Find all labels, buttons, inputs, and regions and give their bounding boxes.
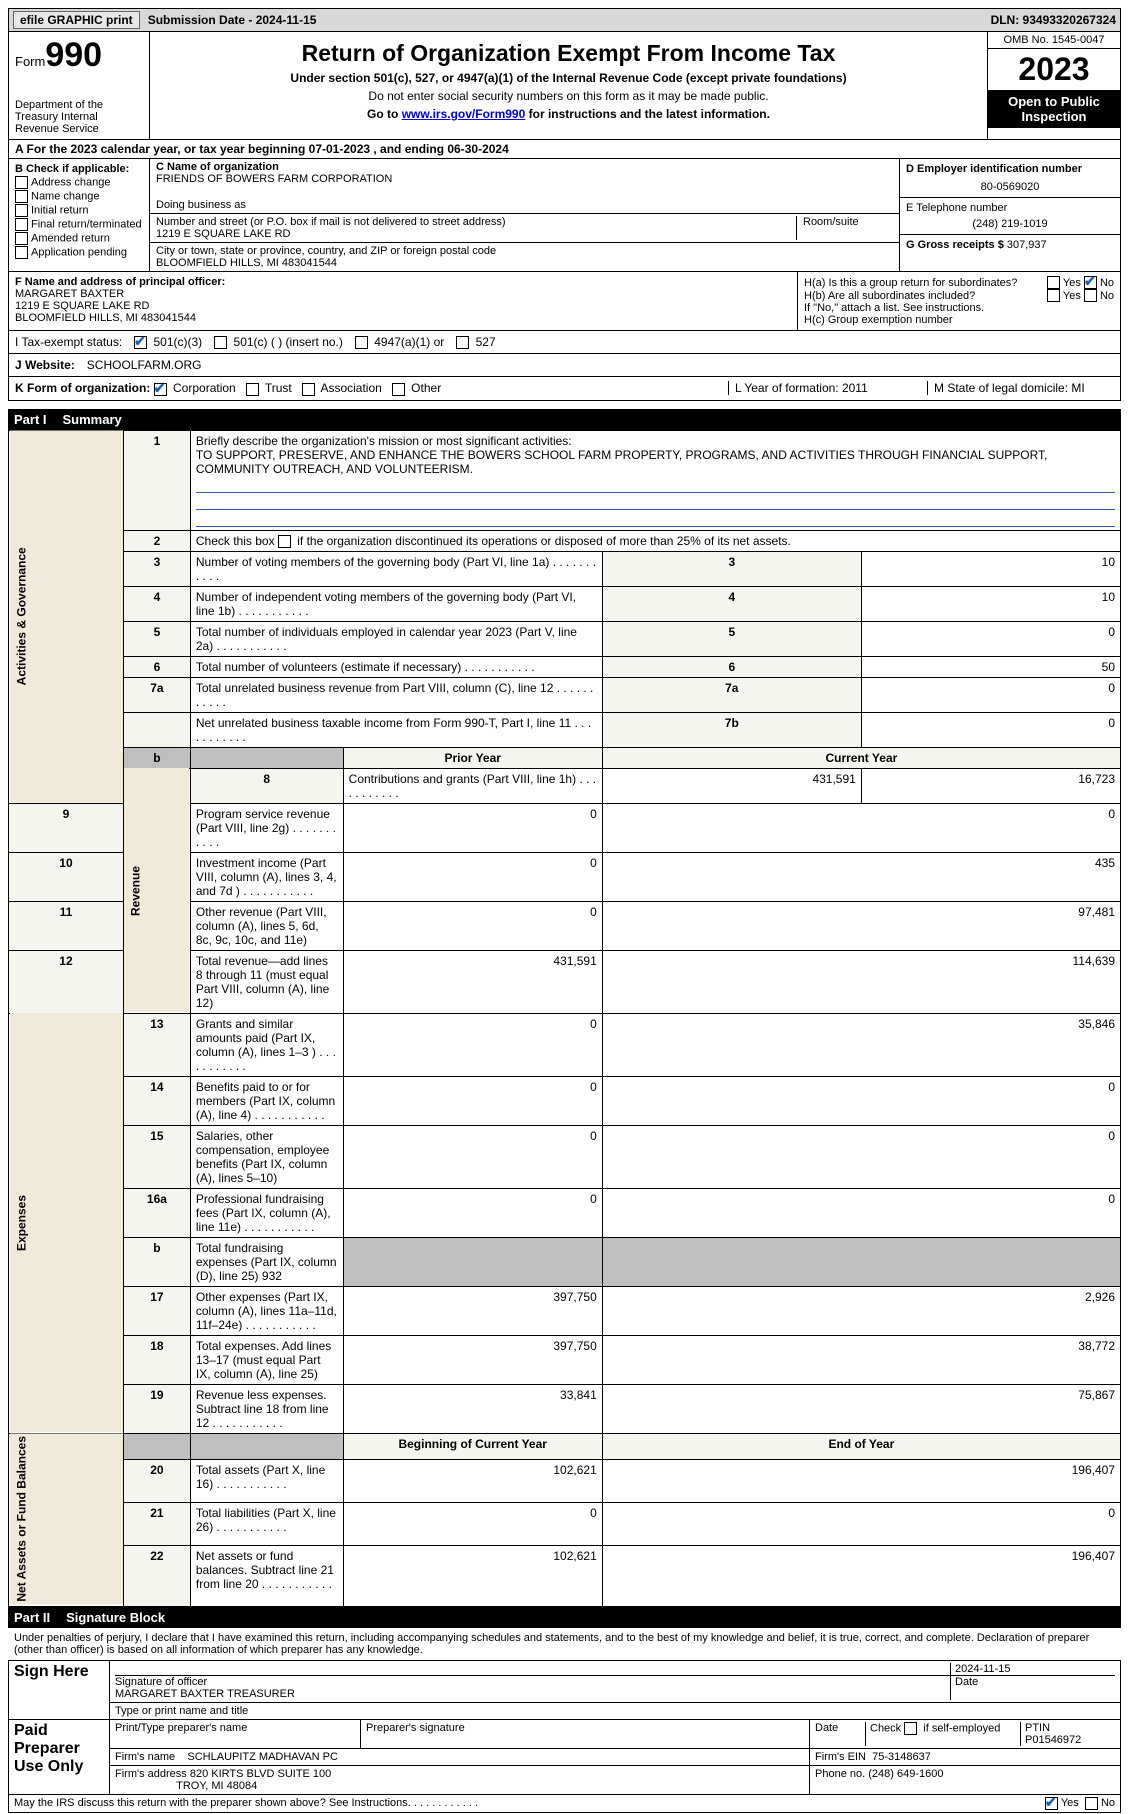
form-header: Form990 Department of the Treasury Inter… [8, 32, 1121, 140]
hc-label: H(c) Group exemption number [804, 314, 1114, 326]
hb-no[interactable] [1084, 289, 1097, 302]
chk-initial-return[interactable] [15, 204, 28, 217]
ha-label: H(a) Is this a group return for subordin… [804, 277, 1047, 289]
public-inspection: Open to Public Inspection [988, 90, 1120, 128]
discuss-no[interactable] [1085, 1797, 1098, 1810]
dba-label: Doing business as [156, 199, 893, 211]
chk-501c[interactable] [214, 336, 227, 349]
chk-trust[interactable] [246, 383, 259, 396]
goto-line: Go to www.irs.gov/Form990 for instructio… [156, 107, 981, 121]
chk-address-change[interactable] [15, 176, 28, 189]
chk-4947[interactable] [355, 336, 368, 349]
form-subtitle: Under section 501(c), 527, or 4947(a)(1)… [156, 71, 981, 85]
chk-pending[interactable] [15, 246, 28, 259]
firm-name: SCHLAUPITZ MADHAVAN PC [187, 1751, 338, 1763]
state-domicile: M State of legal domicile: MI [927, 381, 1114, 395]
part-ii-bar: Part IISignature Block [8, 1607, 1121, 1628]
officer-addr2: BLOOMFIELD HILLS, MI 483041544 [15, 312, 791, 324]
box-f-label: F Name and address of principal officer: [15, 276, 791, 288]
v6: 50 [861, 656, 1120, 677]
street: 1219 E SQUARE LAKE RD [156, 228, 796, 240]
box-e-label: E Telephone number [906, 202, 1114, 214]
officer-name: MARGARET BAXTER [15, 288, 791, 300]
chk-final-return[interactable] [15, 218, 28, 231]
tax-year: 2023 [988, 49, 1120, 90]
ha-yes[interactable] [1047, 276, 1060, 289]
gross-receipts: 307,937 [1007, 239, 1047, 251]
sig-date: 2024-11-15 [950, 1663, 1115, 1675]
v5: 0 [861, 621, 1120, 656]
firm-ein: 75-3148637 [872, 1751, 931, 1763]
discuss-yes[interactable] [1045, 1797, 1058, 1810]
phone: (248) 219-1019 [906, 218, 1114, 230]
org-name: FRIENDS OF BOWERS FARM CORPORATION [156, 173, 893, 185]
top-bar: efile GRAPHIC print Submission Date - 20… [8, 8, 1121, 32]
chk-other[interactable] [392, 383, 405, 396]
v7b: 0 [861, 712, 1120, 747]
summary-table: Activities & Governance 1 Briefly descri… [8, 430, 1121, 1607]
row-j: J Website: SCHOOLFARM.ORG [8, 354, 1121, 377]
row-fh: F Name and address of principal officer:… [8, 272, 1121, 331]
omb-number: OMB No. 1545-0047 [988, 32, 1120, 49]
exp-label: Expenses [9, 1013, 124, 1433]
chk-name-change[interactable] [15, 190, 28, 203]
box-g-label: G Gross receipts $ [906, 239, 1004, 251]
rev-label: Revenue [123, 768, 190, 1013]
hb-yes[interactable] [1047, 289, 1060, 302]
city-label: City or town, state or province, country… [156, 245, 893, 257]
row-a: A For the 2023 calendar year, or tax yea… [8, 140, 1121, 159]
dept-treasury: Department of the Treasury Internal Reve… [15, 99, 143, 135]
box-b-title: B Check if applicable: [15, 163, 143, 175]
part-i-bar: Part ISummary [8, 409, 1121, 430]
perjury-declaration: Under penalties of perjury, I declare th… [8, 1628, 1121, 1660]
hb-note: If "No," attach a list. See instructions… [804, 302, 1114, 314]
ssn-warning: Do not enter social security numbers on … [156, 89, 981, 103]
ha-no[interactable] [1084, 276, 1097, 289]
mission: TO SUPPORT, PRESERVE, AND ENHANCE THE BO… [196, 448, 1048, 476]
efile-print-button[interactable]: efile GRAPHIC print [13, 11, 140, 29]
header-grid: B Check if applicable: Address change Na… [8, 159, 1121, 272]
chk-amended[interactable] [15, 232, 28, 245]
form-number: Form990 [15, 36, 143, 75]
year-formation: L Year of formation: 2011 [728, 381, 915, 395]
form-title: Return of Organization Exempt From Incom… [156, 40, 981, 67]
hb-label: H(b) Are all subordinates included? [804, 290, 1047, 302]
row-i: I Tax-exempt status: 501(c)(3) 501(c) ( … [8, 331, 1121, 354]
v4: 10 [861, 586, 1120, 621]
box-c-name-label: C Name of organization [156, 161, 893, 173]
officer-addr1: 1219 E SQUARE LAKE RD [15, 300, 791, 312]
row-k: K Form of organization: Corporation Trus… [8, 377, 1121, 400]
officer-sig-name: MARGARET BAXTER TREASURER [115, 1688, 295, 1700]
box-b: B Check if applicable: Address change Na… [9, 159, 150, 271]
chk-assoc[interactable] [302, 383, 315, 396]
net-label: Net Assets or Fund Balances [9, 1433, 124, 1606]
signature-block: Under penalties of perjury, I declare th… [8, 1628, 1121, 1813]
submission-date: Submission Date - 2024-11-15 [148, 13, 317, 27]
gov-label: Activities & Governance [9, 430, 124, 803]
dln: DLN: 93493320267324 [991, 13, 1116, 27]
street-label: Number and street (or P.O. box if mail i… [156, 216, 796, 228]
box-d-label: D Employer identification number [906, 163, 1114, 175]
website: SCHOOLFARM.ORG [87, 358, 202, 372]
chk-501c3[interactable] [134, 336, 147, 349]
discuss-question: May the IRS discuss this return with the… [14, 1797, 1045, 1809]
v7a: 0 [861, 677, 1120, 712]
chk-self-employed[interactable] [904, 1722, 917, 1735]
chk-discontinued[interactable] [278, 535, 291, 548]
firm-addr1: 820 KIRTS BLVD SUITE 100 [190, 1768, 331, 1780]
ein: 80-0569020 [906, 181, 1114, 193]
sign-here-label: Sign Here [9, 1660, 110, 1719]
firm-phone: (248) 649-1600 [868, 1768, 943, 1780]
city: BLOOMFIELD HILLS, MI 483041544 [156, 257, 893, 269]
chk-corp[interactable] [154, 383, 167, 396]
room-label: Room/suite [796, 216, 893, 240]
v3: 10 [861, 551, 1120, 586]
ptin: P01546972 [1025, 1734, 1081, 1746]
irs-link[interactable]: www.irs.gov/Form990 [402, 107, 526, 121]
chk-527[interactable] [456, 336, 469, 349]
firm-addr2: TROY, MI 48084 [176, 1780, 257, 1792]
